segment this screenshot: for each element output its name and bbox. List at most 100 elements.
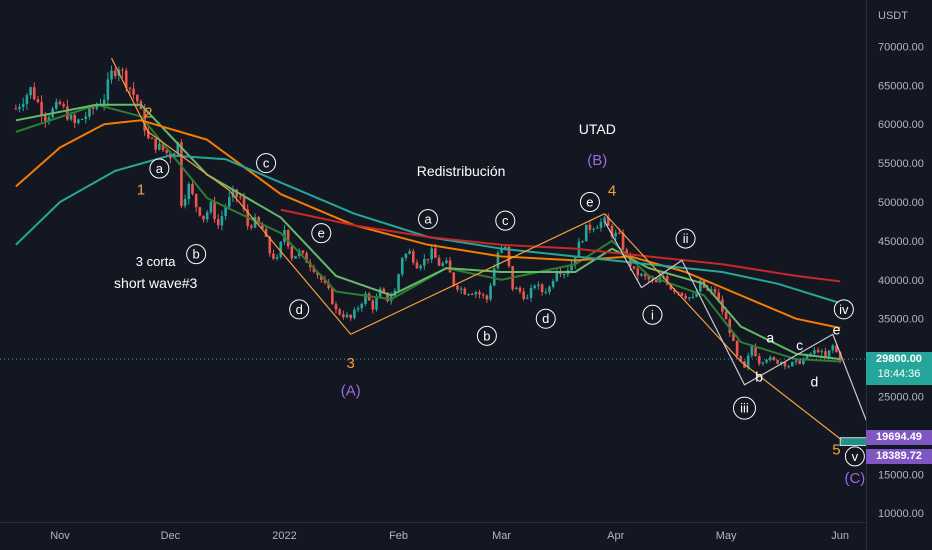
candle-body (102, 99, 106, 105)
candle (599, 218, 603, 232)
candle-body (77, 119, 80, 123)
candle-body (364, 293, 367, 304)
candle-body (386, 292, 389, 302)
candle-body (621, 232, 625, 250)
candle (47, 114, 51, 125)
candle-body (331, 288, 334, 305)
candle (548, 285, 551, 295)
candle-body (500, 248, 503, 253)
candle-body (607, 217, 610, 226)
candle-body (235, 189, 238, 197)
candle-body (478, 292, 481, 295)
candle-body (342, 314, 345, 318)
candle-body (62, 104, 65, 107)
candle (261, 221, 264, 230)
candle-body (132, 88, 135, 95)
candle (294, 255, 297, 259)
wave-label-circle (579, 192, 600, 212)
wave-label-circle (476, 325, 497, 346)
candle (456, 284, 459, 292)
candle (518, 285, 522, 294)
candle-body (592, 228, 595, 230)
candle-body (791, 362, 794, 367)
candle (680, 292, 684, 297)
wave-label-circle (149, 158, 170, 179)
moving-average-line (15, 119, 841, 330)
y-tick-label: 25000.00 (878, 392, 924, 404)
wave-line (350, 213, 605, 335)
candle-body (84, 116, 88, 119)
target-low-value: 18389.72 (876, 450, 922, 462)
wave-label: c (796, 337, 803, 353)
candle (610, 223, 614, 240)
candle-body (544, 292, 548, 294)
candle-body (191, 184, 194, 195)
candle-body (548, 286, 551, 293)
candle (18, 103, 21, 113)
candle-body (80, 118, 84, 120)
candle-body (434, 248, 437, 258)
candle (791, 361, 794, 367)
candle (334, 301, 338, 314)
candle-body (802, 359, 805, 364)
y-tick-label: 65000.00 (878, 80, 924, 92)
candle-body (43, 115, 47, 121)
candle (761, 361, 765, 366)
candle (445, 257, 448, 264)
wave-label: c (263, 156, 270, 171)
wave-label: short wave#3 (114, 275, 197, 291)
candle-body (481, 294, 485, 296)
candle (463, 287, 467, 295)
candle (562, 272, 566, 279)
wave-label-circle (256, 153, 277, 174)
y-tick-label: 35000.00 (878, 314, 924, 326)
candle (665, 274, 669, 286)
candle-body (724, 311, 728, 320)
wave-label: 5 (832, 441, 840, 458)
candle (820, 348, 824, 356)
y-tick-label: 60000.00 (878, 119, 924, 131)
candle (640, 272, 643, 278)
candle-body (636, 268, 640, 276)
candle-body (29, 87, 32, 96)
wave-label: e (586, 195, 593, 210)
candle-body (250, 225, 253, 228)
candle (765, 358, 768, 364)
candle-body (489, 285, 492, 300)
candle (827, 350, 831, 358)
wave-label: d (542, 311, 549, 326)
candle-body (91, 107, 95, 109)
candle-body (584, 224, 588, 242)
candle (349, 314, 353, 322)
candle (603, 215, 606, 228)
wave-label: d (811, 374, 819, 390)
wave-label: (A) (341, 382, 361, 399)
candle (150, 136, 154, 139)
wave-label-circle (642, 304, 663, 325)
wave-label-circle (418, 209, 438, 230)
wave-label: Redistribución (417, 163, 506, 179)
candle (84, 111, 88, 124)
candle (40, 95, 43, 122)
candle (470, 292, 474, 296)
candle-body (415, 262, 419, 269)
candle-body (264, 228, 268, 237)
candle-body (272, 253, 275, 259)
candle (776, 359, 779, 365)
candle-body (334, 304, 338, 310)
candle-body (632, 266, 636, 269)
candle-body (231, 189, 235, 198)
y-tick-label: 50000.00 (878, 197, 924, 209)
candle (183, 194, 187, 209)
y-tick-label: 40000.00 (878, 275, 924, 287)
y-tick-label: 10000.00 (878, 508, 924, 520)
candle (816, 347, 820, 354)
y-axis: 10000.0015000.0020000.0025000.0030000.00… (878, 10, 924, 520)
candle-body (47, 117, 51, 121)
candle (526, 294, 529, 300)
candle-body (676, 292, 680, 294)
candle (29, 86, 32, 99)
x-tick-label: May (716, 530, 737, 542)
candle (62, 101, 65, 109)
